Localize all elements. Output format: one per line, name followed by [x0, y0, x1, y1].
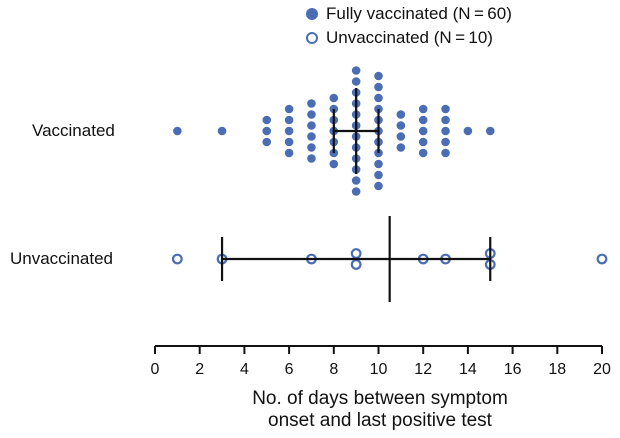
data-point	[396, 132, 406, 141]
data-point	[418, 115, 428, 125]
x-tick-label: 0	[151, 361, 160, 378]
data-point	[396, 143, 406, 152]
data-point	[374, 181, 383, 191]
data-point	[284, 104, 294, 114]
data-point	[307, 99, 316, 108]
x-axis-title: No. of days between symptom onset and la…	[150, 388, 610, 432]
data-point	[351, 66, 361, 75]
data-point	[374, 170, 383, 180]
x-axis-title-line-1: No. of days between symptom	[252, 388, 508, 409]
category-label-unvaccinated: Unvaccinated	[10, 249, 114, 268]
legend-entry-fully-vaccinated: Fully vaccinated (N = 60)	[306, 2, 512, 26]
legend: Fully vaccinated (N = 60) Unvaccinated (…	[306, 2, 512, 50]
data-point	[173, 126, 182, 136]
data-point	[329, 93, 339, 103]
data-point	[284, 126, 294, 136]
x-tick-label: 16	[504, 361, 522, 378]
data-point	[284, 115, 294, 125]
data-point	[307, 154, 316, 163]
data-point	[441, 148, 450, 158]
x-tick-label: 12	[414, 361, 432, 378]
x-axis: 0 2 4 6 8 10 12 14 16 18 20	[151, 345, 611, 378]
data-point	[307, 110, 316, 119]
data-point	[374, 82, 383, 92]
data-point	[351, 187, 361, 196]
data-point	[284, 137, 294, 147]
data-point	[441, 104, 450, 114]
data-point	[307, 132, 316, 141]
x-tick-label: 18	[548, 361, 566, 378]
data-point	[307, 143, 316, 152]
data-point	[374, 159, 383, 169]
x-tick-label: 6	[285, 361, 294, 378]
data-point	[350, 248, 362, 259]
data-point	[418, 137, 428, 147]
category-label-vaccinated: Vaccinated	[32, 121, 115, 140]
x-axis-title-line-2: onset and last positive test	[268, 410, 492, 431]
data-point	[374, 71, 383, 81]
data-point	[418, 148, 428, 158]
data-point	[217, 126, 227, 136]
data-point	[485, 126, 495, 136]
data-point	[441, 137, 450, 147]
data-point	[262, 126, 272, 136]
x-tick-label: 2	[195, 361, 204, 378]
legend-entry-unvaccinated: Unvaccinated (N = 10)	[306, 26, 512, 50]
filled-circle-icon	[306, 8, 318, 20]
data-point	[351, 176, 361, 185]
x-tick-label: 10	[370, 361, 388, 378]
data-point	[396, 110, 406, 119]
data-point	[441, 115, 450, 125]
data-point	[418, 104, 428, 114]
x-tick-label: 4	[240, 361, 249, 378]
data-point	[418, 126, 428, 136]
data-point	[596, 253, 608, 265]
open-circle-icon	[306, 32, 318, 44]
legend-label-fully-vaccinated: Fully vaccinated (N = 60)	[326, 4, 512, 23]
data-point	[262, 115, 272, 125]
legend-label-unvaccinated: Unvaccinated (N = 10)	[326, 28, 493, 47]
data-point	[350, 259, 362, 270]
x-tick-label: 14	[459, 361, 477, 378]
data-point	[351, 77, 361, 86]
data-point	[441, 126, 450, 136]
data-point	[171, 253, 183, 265]
data-point	[396, 121, 406, 130]
data-point	[262, 137, 272, 147]
x-tick-label: 8	[329, 361, 338, 378]
x-tick-label: 20	[593, 361, 611, 378]
data-point	[307, 121, 316, 130]
data-point	[374, 93, 383, 103]
data-point	[463, 126, 473, 136]
data-point	[284, 148, 294, 158]
plot-marks	[171, 66, 608, 302]
data-point	[329, 159, 339, 169]
